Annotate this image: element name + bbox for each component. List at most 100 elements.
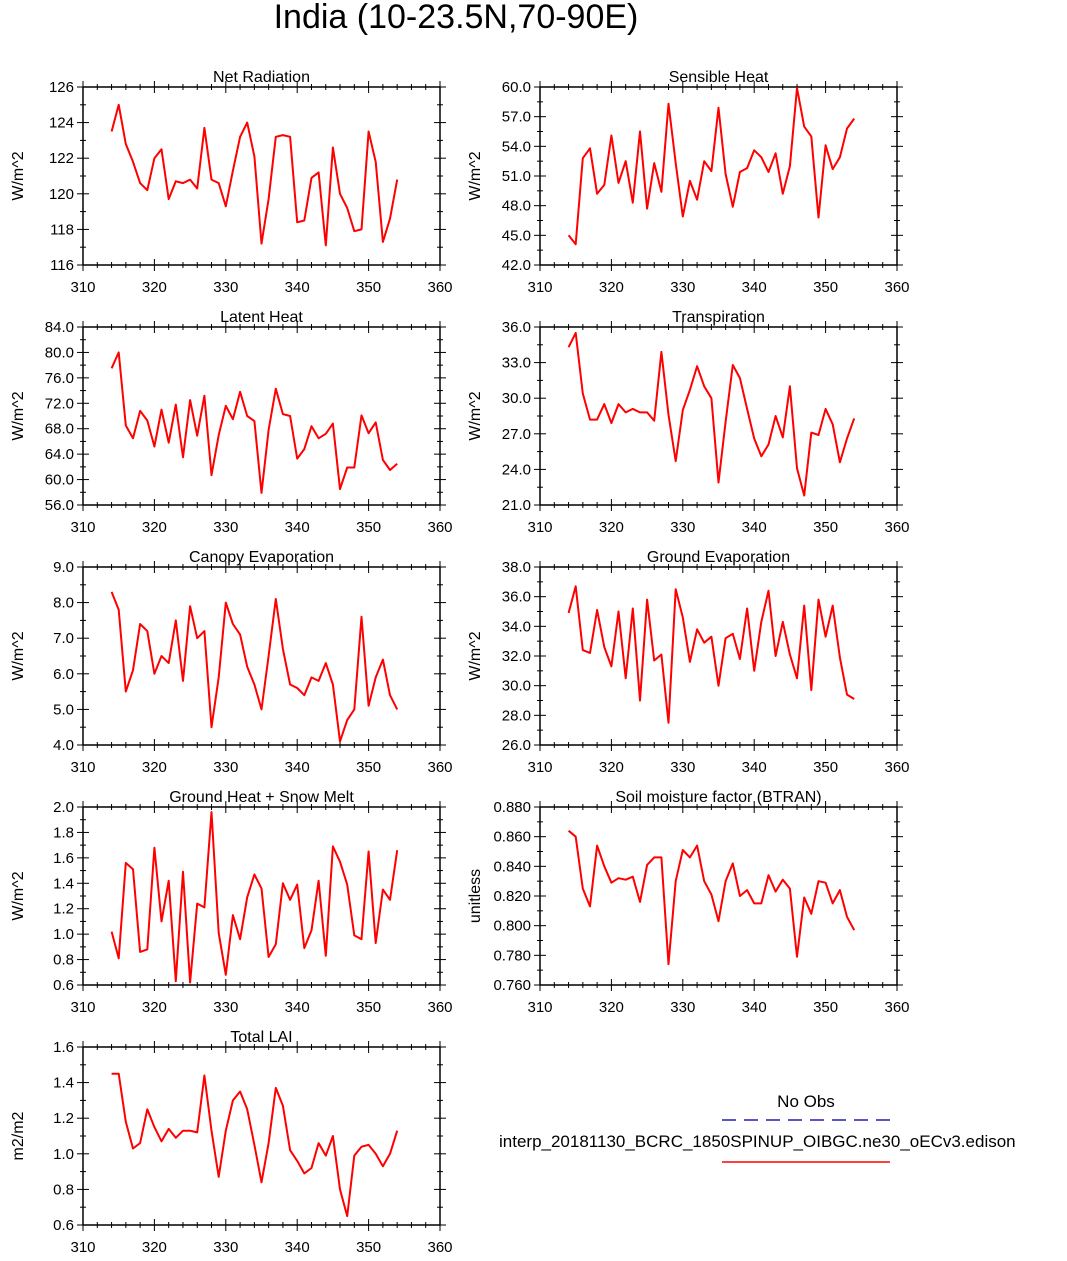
y-tick-label: 57.0 xyxy=(502,109,531,126)
chart-panel-9: Total LAI m2/m2 310 320 330 340 350 360 0.6 0.8 1.… xyxy=(10,1029,453,1256)
x-tick-label: 360 xyxy=(884,279,909,296)
y-tick-label: 8.0 xyxy=(53,595,74,612)
x-tick-label: 340 xyxy=(285,519,310,536)
y-tick-label: 120 xyxy=(49,186,74,203)
y-tick-label: 76.0 xyxy=(45,370,74,387)
x-tick-label: 310 xyxy=(527,519,552,536)
y-axis-label: W/m^2 xyxy=(467,391,484,440)
chart-panel-1: Net Radiation W/m^2 310 320 330 340 350 360 116 1… xyxy=(10,69,453,296)
y-tick-label: 0.6 xyxy=(53,977,74,994)
y-axis-label: W/m^2 xyxy=(10,871,27,920)
x-tick-label: 320 xyxy=(599,999,624,1016)
y-axis-label: W/m^2 xyxy=(467,631,484,680)
y-tick-label: 42.0 xyxy=(502,257,531,274)
x-tick-label: 350 xyxy=(356,1239,381,1256)
y-tick-label: 33.0 xyxy=(502,355,531,372)
x-tick-label: 350 xyxy=(813,519,838,536)
y-axis-label: W/m^2 xyxy=(10,391,27,440)
y-tick-label: 28.0 xyxy=(502,707,531,724)
y-tick-label: 80.0 xyxy=(45,344,74,361)
x-tick-label: 310 xyxy=(70,999,95,1016)
x-tick-label: 350 xyxy=(813,279,838,296)
x-tick-label: 340 xyxy=(742,519,767,536)
chart-panel-7: Ground Heat + Snow Melt W/m^2 310 320 330 340… xyxy=(10,789,453,1016)
legend-obs-label: No Obs xyxy=(777,1092,835,1111)
series-line xyxy=(567,829,856,966)
x-tick-label: 320 xyxy=(142,1239,167,1256)
panel-title: Canopy Evaporation xyxy=(189,549,334,566)
y-tick-label: 1.2 xyxy=(53,901,74,918)
y-tick-label: 1.4 xyxy=(53,875,74,892)
series-line xyxy=(567,87,856,246)
x-tick-label: 350 xyxy=(356,519,381,536)
y-tick-label: 51.0 xyxy=(502,168,531,185)
y-tick-label: 1.4 xyxy=(53,1075,74,1092)
x-tick-label: 360 xyxy=(884,759,909,776)
x-tick-label: 330 xyxy=(670,519,695,536)
x-tick-label: 340 xyxy=(285,759,310,776)
x-tick-label: 340 xyxy=(742,759,767,776)
x-tick-label: 310 xyxy=(70,759,95,776)
series-line xyxy=(567,585,855,724)
y-axis-label: W/m^2 xyxy=(467,151,484,200)
y-tick-label: 30.0 xyxy=(502,390,531,407)
chart-panel-8: Soil moisture factor (BTRAN) unitless 310 3… xyxy=(467,789,910,1016)
y-tick-label: 38.0 xyxy=(502,559,531,576)
y-axis-label: m2/m2 xyxy=(10,1111,27,1160)
panel-title: Net Radiation xyxy=(213,69,310,86)
legend: No Obs interp_20181130_BCRC_1850SPINUP_O… xyxy=(499,1092,1016,1163)
series-line xyxy=(110,103,399,247)
x-tick-label: 320 xyxy=(142,759,167,776)
y-tick-label: 36.0 xyxy=(502,319,531,336)
x-tick-label: 320 xyxy=(142,279,167,296)
series-line xyxy=(110,591,399,743)
panel-title: Ground Heat + Snow Melt xyxy=(169,789,354,806)
y-tick-label: 1.6 xyxy=(53,1039,74,1056)
x-tick-label: 330 xyxy=(670,279,695,296)
y-tick-label: 1.6 xyxy=(53,850,74,867)
y-tick-label: 0.880 xyxy=(493,799,531,816)
y-tick-label: 0.8 xyxy=(53,1181,74,1198)
x-tick-label: 320 xyxy=(142,519,167,536)
y-tick-label: 1.0 xyxy=(53,926,74,943)
x-tick-label: 310 xyxy=(527,999,552,1016)
legend-model-label: interp_20181130_BCRC_1850SPINUP_OIBGC.ne… xyxy=(499,1132,1016,1151)
y-tick-label: 0.840 xyxy=(493,858,531,875)
y-tick-label: 45.0 xyxy=(502,227,531,244)
y-tick-label: 116 xyxy=(50,257,74,274)
x-tick-label: 360 xyxy=(427,1239,452,1256)
x-tick-label: 310 xyxy=(70,1239,95,1256)
y-tick-label: 34.0 xyxy=(502,618,531,635)
y-tick-label: 54.0 xyxy=(502,138,531,155)
x-tick-label: 320 xyxy=(142,999,167,1016)
series-line xyxy=(110,351,398,494)
x-tick-label: 350 xyxy=(356,279,381,296)
panel-title: Soil moisture factor (BTRAN) xyxy=(615,789,821,806)
x-tick-label: 360 xyxy=(427,759,452,776)
x-tick-label: 360 xyxy=(427,519,452,536)
chart-panel-4: Transpiration W/m^2 310 320 330 340 350 360 21.0… xyxy=(467,309,910,536)
x-tick-label: 310 xyxy=(70,279,95,296)
y-tick-label: 48.0 xyxy=(502,198,531,215)
x-tick-label: 340 xyxy=(285,279,310,296)
main-title: India (10-23.5N,70-90E) xyxy=(274,0,639,36)
y-tick-label: 4.0 xyxy=(53,737,74,754)
x-tick-label: 350 xyxy=(356,759,381,776)
y-tick-label: 30.0 xyxy=(502,678,531,695)
x-tick-label: 330 xyxy=(213,999,238,1016)
chart-panels: Net Radiation W/m^2 310 320 330 340 350 360 116 1… xyxy=(10,69,910,1256)
y-tick-label: 72.0 xyxy=(45,395,74,412)
y-tick-label: 0.780 xyxy=(493,947,531,964)
y-tick-label: 0.800 xyxy=(493,918,531,935)
x-tick-label: 330 xyxy=(213,519,238,536)
y-tick-label: 0.860 xyxy=(493,829,531,846)
y-tick-label: 24.0 xyxy=(502,461,531,478)
y-tick-label: 27.0 xyxy=(502,426,531,443)
y-tick-label: 1.8 xyxy=(53,824,74,841)
chart-panel-3: Latent Heat W/m^2 310 320 330 340 350 360 56.0 60… xyxy=(10,309,453,536)
x-tick-label: 330 xyxy=(213,279,238,296)
panel-title: Transpiration xyxy=(672,309,765,326)
x-tick-label: 340 xyxy=(742,279,767,296)
x-tick-label: 340 xyxy=(742,999,767,1016)
y-axis-label: unitless xyxy=(467,869,484,923)
